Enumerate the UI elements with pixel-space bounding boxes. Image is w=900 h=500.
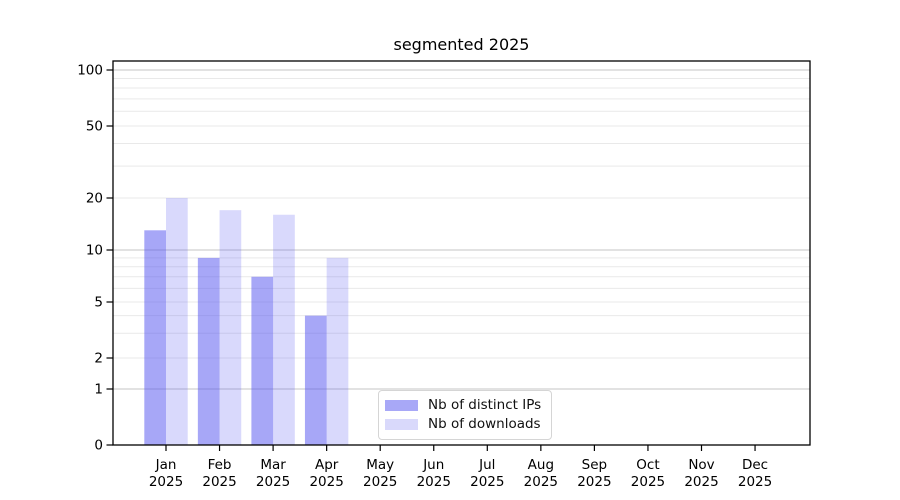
x-tick-month: Sep [582,457,607,473]
legend-label-downloads: Nb of downloads [428,416,541,432]
bar-mar-s0 [251,276,274,445]
legend: Nb of distinct IPs Nb of downloads [378,390,553,440]
y-tick-label: 10 [86,243,103,259]
x-tick-year: 2025 [256,474,290,490]
x-tick-month: Feb [208,457,232,473]
legend-swatch-downloads [385,419,418,430]
x-tick-year: 2025 [577,474,611,490]
y-axis: 0 1 2 5 10 20 50 100 [77,63,113,454]
x-tick-year: 2025 [684,474,718,490]
y-tick-label: 2 [94,351,103,367]
x-tick-month: Oct [636,457,659,473]
bar-mar-s1 [273,214,295,445]
x-tick-month: May [366,457,394,473]
legend-swatch-distinct-ips [385,400,418,411]
x-axis: Jan2025Feb2025Mar2025Apr2025May2025Jun20… [149,445,772,490]
bar-feb-s0 [197,257,220,445]
y-tick-label: 100 [77,63,103,79]
y-tick-label: 50 [86,119,103,135]
x-tick-month: Dec [742,457,768,473]
legend-item-downloads: Nb of downloads [385,415,541,434]
x-tick-year: 2025 [149,474,183,490]
x-tick-year: 2025 [470,474,504,490]
x-tick-month: Jun [422,457,444,473]
x-tick-month: Apr [315,457,339,473]
x-tick-month: Mar [260,457,286,473]
x-tick-month: Aug [528,457,554,473]
x-tick-year: 2025 [738,474,772,490]
x-tick-month: Jul [478,457,495,473]
bars-series-1 [166,198,349,445]
y-tick-label: 0 [94,438,103,454]
bars-series-0 [144,230,327,445]
x-tick-year: 2025 [202,474,236,490]
y-tick-label: 20 [86,191,103,207]
bar-jan-s0 [144,230,166,445]
x-tick-year: 2025 [631,474,665,490]
legend-label-distinct-ips: Nb of distinct IPs [428,397,542,413]
chart-title: segmented 2025 [393,35,530,54]
x-tick-year: 2025 [417,474,451,490]
bar-feb-s1 [219,210,242,445]
grid-major [113,69,810,390]
x-tick-month: Nov [688,457,714,473]
x-tick-year: 2025 [309,474,343,490]
grid-minor [113,78,810,359]
legend-item-distinct-ips: Nb of distinct IPs [385,396,541,415]
x-tick-month: Jan [155,457,177,473]
bar-jan-s1 [166,198,188,445]
y-tick-label: 1 [94,382,103,398]
plot-box [112,60,811,446]
bar-apr-s0 [304,315,327,445]
x-tick-year: 2025 [524,474,558,490]
x-tick-year: 2025 [363,474,397,490]
bar-apr-s1 [326,257,349,445]
y-tick-label: 5 [94,295,103,311]
